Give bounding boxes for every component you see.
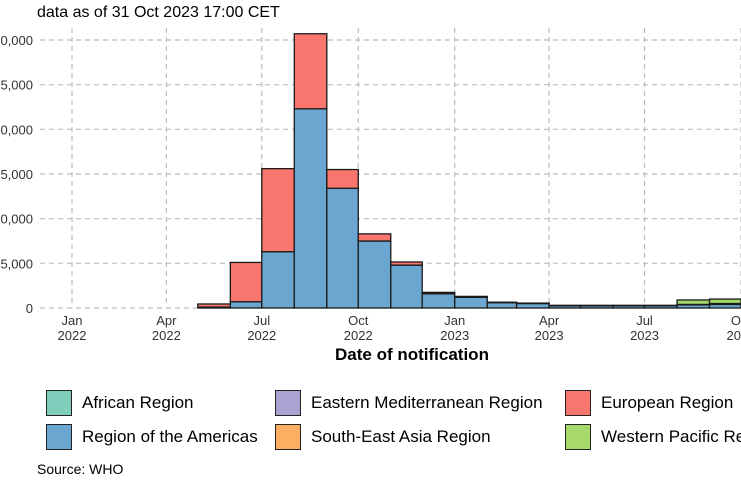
x-tick-label-year: 2022 [58,328,87,343]
bar-segment [261,251,295,309]
legend-item: Region of the Americas [46,424,258,450]
x-tick-label-month: Jul [636,313,653,328]
bar-segment [357,233,392,242]
bar-segment [454,296,488,309]
bar-segment [293,108,328,309]
bar-segment [261,167,295,253]
x-tick-label-year: 2022 [247,328,276,343]
x-tick-label-month: Jul [253,313,270,328]
bar-segment [293,33,328,110]
y-tick-label: 0 [26,301,33,316]
x-tick-label-month: Jan [444,313,465,328]
bar-segment [676,299,711,306]
legend-label: Eastern Mediterranean Region [311,393,543,412]
legend-label: South-East Asia Region [311,427,491,446]
bar-segment [326,187,359,309]
legend-swatch [565,390,591,416]
y-tick-label: 15,000 [0,167,33,182]
y-tick-label: 20,000 [0,122,33,137]
stacked-bar-chart: 05,00010,00015,00020,00025,00030,000Jan2… [0,28,741,364]
legend-label: European Region [601,393,734,412]
legend-label: African Region [82,393,194,412]
x-tick-label-year: 2023 [440,328,469,343]
bar-segment [326,168,359,189]
legend-item: South-East Asia Region [275,424,491,450]
x-tick-label-month: Oct [348,313,369,328]
x-tick-label-year: 2023 [727,328,741,343]
bar-segment [390,261,423,266]
bar-segment [197,303,231,308]
y-tick-label: 30,000 [0,33,33,48]
legend-item: Eastern Mediterranean Region [275,390,543,416]
x-tick-label-month: Oct [731,313,741,328]
legend-item: European Region [565,390,733,416]
legend-swatch [275,390,301,416]
x-axis-title: Date of notification [335,345,489,364]
legend-item: Western Pacific Region [565,424,741,450]
bar-segment [486,301,518,309]
bar-segment [708,298,741,305]
x-tick-label-year: 2022 [344,328,373,343]
y-tick-label: 10,000 [0,212,33,227]
x-tick-label-year: 2023 [535,328,564,343]
bar-segment [515,302,550,309]
x-tick-label-year: 2022 [152,328,181,343]
legend-label: Region of the Americas [82,427,258,446]
x-tick-label-year: 2023 [630,328,659,343]
bar-segment [390,264,423,309]
legend-swatch [46,424,72,450]
y-tick-label: 25,000 [0,78,33,93]
bar-segment [229,261,263,303]
bar-segment [421,291,456,295]
bar-segment [357,240,392,309]
bar-segment [421,293,456,309]
bar-segment [229,301,263,309]
x-tick-label-month: Jan [62,313,83,328]
legend-swatch [275,424,301,450]
x-tick-label-month: Apr [156,313,177,328]
bar-segment [454,295,488,298]
legend-label: Western Pacific Region [601,427,741,446]
legend-swatch [46,390,72,416]
source-note: Source: WHO [37,461,124,477]
chart-subtitle: data as of 31 Oct 2023 17:00 CET [37,4,280,21]
y-tick-label: 5,000 [0,256,33,271]
x-tick-label-month: Apr [539,313,560,328]
legend-item: African Region [46,390,194,416]
legend-swatch [565,424,591,450]
